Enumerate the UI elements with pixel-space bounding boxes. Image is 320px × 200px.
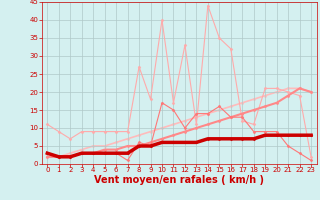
X-axis label: Vent moyen/en rafales ( km/h ): Vent moyen/en rafales ( km/h ) — [94, 175, 264, 185]
